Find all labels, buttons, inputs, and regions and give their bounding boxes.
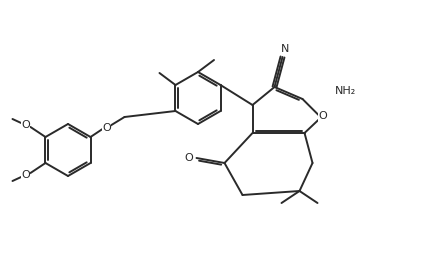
Text: O: O: [21, 120, 30, 130]
Text: O: O: [102, 123, 111, 133]
Text: O: O: [21, 170, 30, 180]
Text: O: O: [318, 111, 327, 121]
Text: O: O: [184, 153, 193, 163]
Text: NH₂: NH₂: [335, 86, 356, 96]
Text: N: N: [281, 44, 290, 54]
